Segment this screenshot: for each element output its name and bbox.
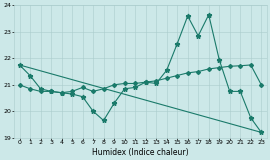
X-axis label: Humidex (Indice chaleur): Humidex (Indice chaleur) xyxy=(92,148,189,156)
